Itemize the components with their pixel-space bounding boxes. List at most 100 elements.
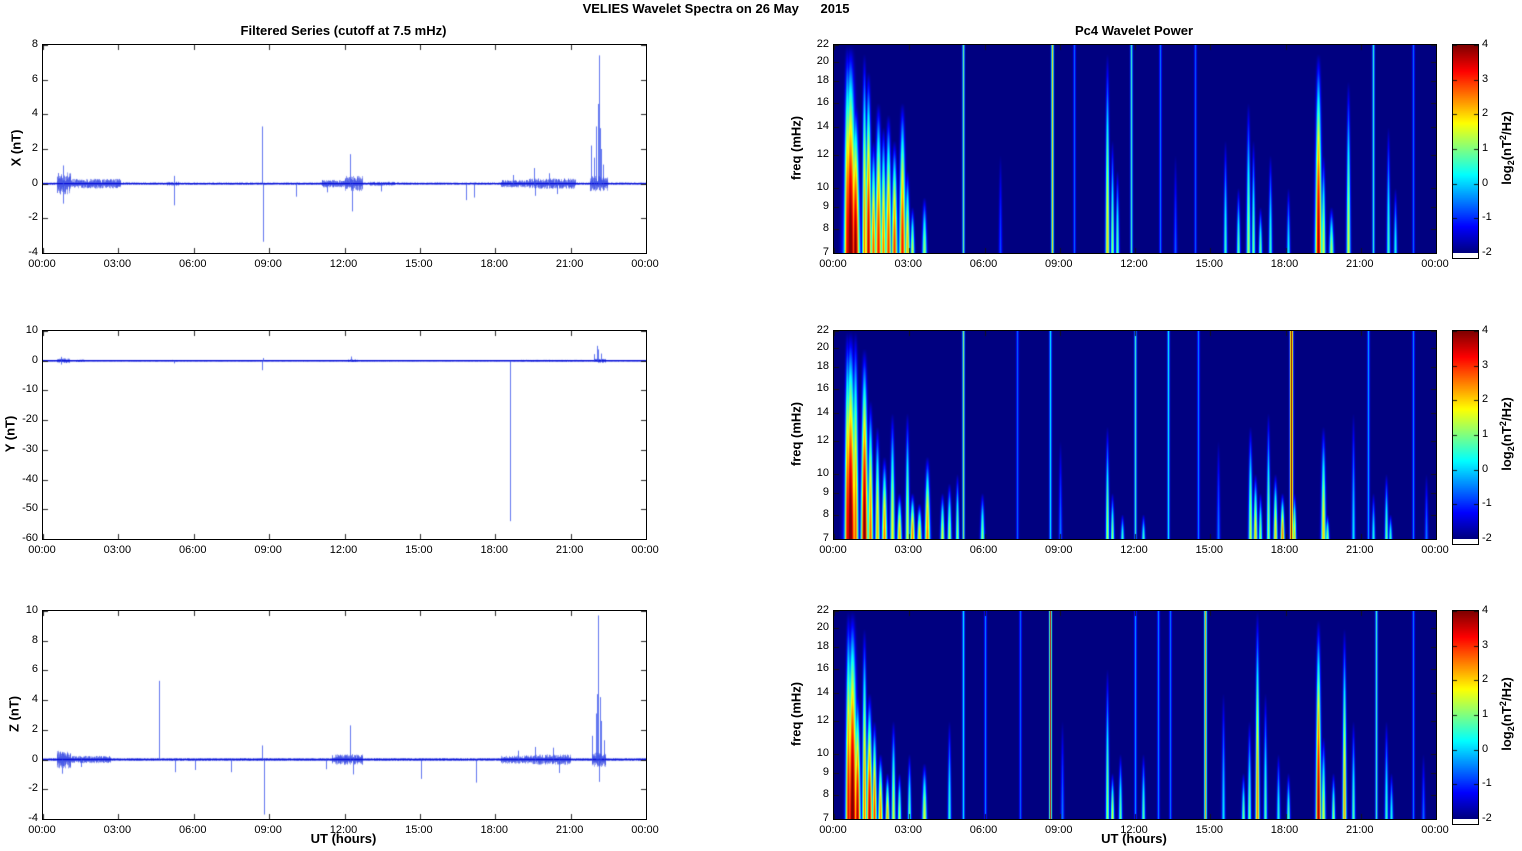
x-tick-label: 03:00	[103, 544, 132, 556]
colorbar-tick-label: 4	[1482, 38, 1489, 50]
y-tick-label: 4	[31, 107, 38, 120]
freq-tick-label: 7	[822, 532, 829, 544]
x-tick-label: 00:00	[28, 824, 56, 836]
x-tick-label: 00:00	[631, 824, 659, 836]
x-tick-label: 09:00	[254, 824, 282, 836]
x-tick-label: 15:00	[1195, 544, 1224, 556]
colorbar-tick-label: -2	[1482, 532, 1492, 544]
colorbar-z-canvas	[1453, 611, 1478, 819]
freq-tick-label: 20	[816, 55, 829, 68]
x-tick-label: 18:00	[480, 544, 509, 556]
freq-tick-label: 9	[822, 200, 829, 213]
freq-tick-label: 22	[816, 38, 829, 50]
x-tick-label: 09:00	[254, 544, 282, 556]
y-tick-label: 10	[25, 324, 38, 336]
x-tick-label: 12:00	[1120, 258, 1148, 270]
freq-tick-label: 14	[816, 406, 829, 419]
x-tick-label: 21:00	[1345, 544, 1374, 556]
freq-tick-label: 16	[816, 381, 829, 394]
x-tick-label: 00:00	[819, 544, 847, 556]
x-tick-label: 00:00	[631, 544, 659, 556]
x-series-plot-area	[42, 44, 647, 254]
freq-tick-label: 7	[822, 812, 829, 824]
x-tick-label: 21:00	[1345, 258, 1374, 270]
freq-tick-label: 8	[822, 507, 829, 520]
colorbar-tick-label: -1	[1482, 211, 1492, 224]
y-tick-label: 0	[31, 176, 38, 189]
y-tick-label: -40	[22, 472, 38, 485]
freq-tick-label: 20	[816, 341, 829, 354]
x-wavelet-canvas	[834, 45, 1436, 253]
colorbar-label-sup: 2	[1498, 701, 1508, 707]
right-column-title: Pc4 Wavelet Power	[1074, 23, 1193, 38]
y-tick-label: -4	[28, 812, 38, 824]
freq-tick-label: 20	[816, 621, 829, 634]
x-tick-label: 18:00	[480, 258, 509, 270]
x-tick-label: 00:00	[28, 258, 56, 270]
colorbar-y	[1452, 330, 1479, 545]
colorbar-y-canvas	[1453, 331, 1478, 539]
x-tick-label: 12:00	[1120, 544, 1148, 556]
x-tick-label: 21:00	[555, 258, 584, 270]
z-series-plot-area	[42, 610, 647, 820]
y-tick-label: -60	[22, 532, 38, 544]
z-wavelet-plot-area	[833, 610, 1437, 820]
figure-title: VELIES Wavelet Spectra on 26 May 2015	[582, 1, 850, 16]
y-tick-label: 6	[31, 72, 38, 85]
x-tick-label: 12:00	[329, 824, 358, 836]
x-tick-label: 06:00	[178, 258, 207, 270]
y-series-plot-area	[42, 330, 647, 540]
z-series-canvas	[43, 611, 646, 819]
colorbar-tick-label: 0	[1482, 176, 1489, 189]
colorbar-label-sub: 2	[1506, 446, 1516, 452]
freq-tick-label: 9	[822, 486, 829, 499]
x-tick-label: 06:00	[178, 824, 207, 836]
x-tick-label: 00:00	[819, 258, 847, 270]
x-tick-label: 03:00	[894, 544, 923, 556]
colorbar-tick-label: -2	[1482, 812, 1492, 824]
freq-tick-label: 7	[822, 246, 829, 258]
colorbar-tick-label: 2	[1482, 673, 1489, 686]
freq-tick-label: 14	[816, 686, 829, 699]
x-tick-label: 18:00	[1270, 824, 1299, 836]
x-tick-label: 06:00	[969, 824, 998, 836]
y-tick-label: 10	[25, 604, 38, 616]
x-tick-label: 03:00	[103, 258, 132, 270]
colorbar-label-sup: 2	[1498, 421, 1508, 427]
x-tick-label: 00:00	[1421, 824, 1449, 836]
left-column-title: Filtered Series (cutoff at 7.5 mHz)	[240, 23, 447, 38]
freq-tick-label: 8	[822, 221, 829, 234]
z-wavelet-canvas	[834, 611, 1436, 819]
freq-tick-label: 18	[816, 74, 829, 87]
y-tick-label: 2	[31, 142, 38, 154]
x-tick-label: 09:00	[1044, 824, 1073, 836]
y-tick-label: 0	[31, 752, 38, 765]
x-tick-label: 06:00	[969, 544, 998, 556]
colorbar-label-sup: 2	[1498, 135, 1508, 141]
colorbar-tick-label: 4	[1482, 604, 1489, 616]
colorbar-label-sub: 2	[1506, 160, 1516, 166]
x-tick-label: 00:00	[28, 544, 56, 556]
y-tick-label: -4	[28, 246, 38, 258]
y-tick-label: 6	[31, 663, 38, 676]
x-tick-label: 15:00	[1195, 824, 1224, 836]
x-wavelet-plot-area	[833, 44, 1437, 254]
y-series-canvas	[43, 331, 646, 539]
freq-tick-label: 12	[816, 434, 829, 447]
freq-tick-label: 10	[816, 747, 829, 760]
x-tick-label: 15:00	[405, 824, 433, 836]
x-tick-label: 21:00	[1345, 824, 1374, 836]
x-tick-label: 03:00	[103, 824, 132, 836]
freq-tick-label: 16	[816, 661, 829, 674]
y-tick-label: 4	[31, 693, 38, 706]
colorbar-tick-label: 3	[1482, 72, 1489, 85]
freq-tick-label: 16	[816, 95, 829, 108]
colorbar-tick-label: -1	[1482, 497, 1492, 510]
freq-tick-label: 9	[822, 766, 829, 779]
colorbar-tick-label: 2	[1482, 393, 1489, 406]
x-tick-label: 12:00	[329, 544, 358, 556]
y-tick-label: -10	[22, 383, 38, 396]
y-tick-label: 8	[31, 38, 38, 50]
y-tick-label: -2	[28, 782, 38, 795]
